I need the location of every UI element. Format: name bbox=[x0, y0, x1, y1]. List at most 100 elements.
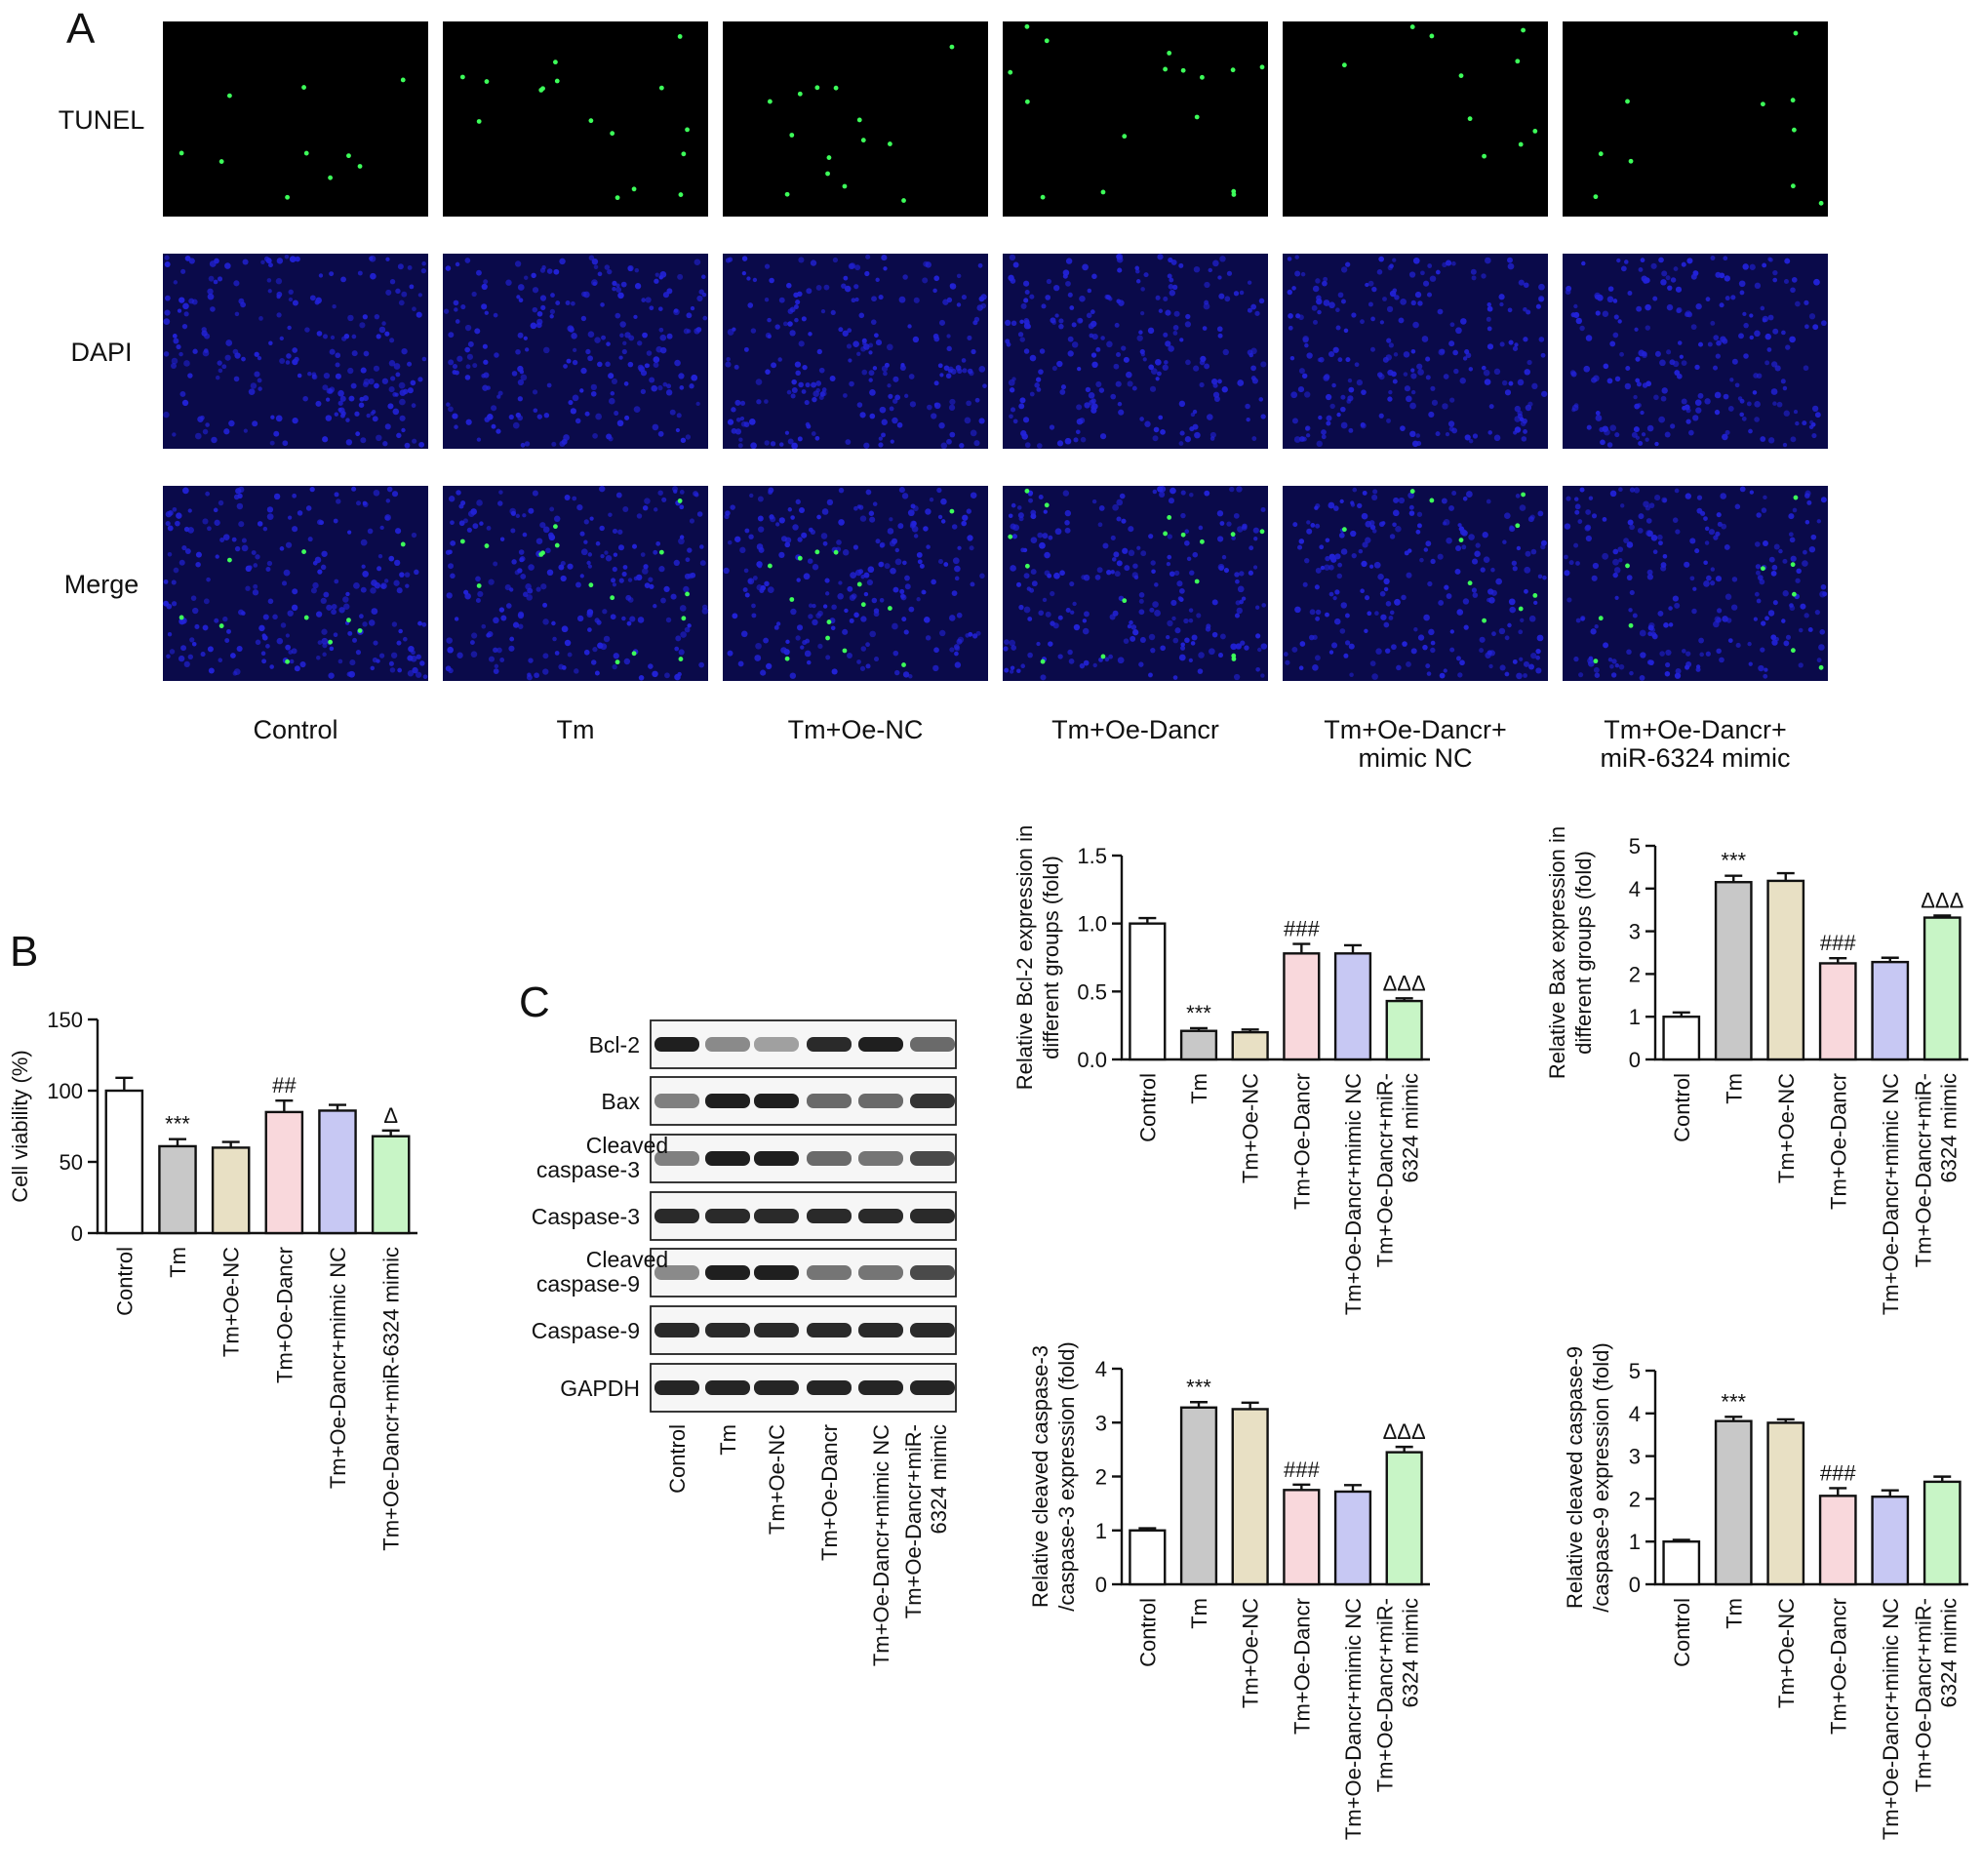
blot-band bbox=[807, 1151, 852, 1166]
bar bbox=[1818, 1495, 1857, 1586]
bar bbox=[1333, 1490, 1372, 1586]
chart-bax: 0 1 2 3 4 5 Relative Bax expression in differen… bbox=[1545, 826, 1968, 1315]
bar bbox=[1231, 1408, 1269, 1586]
bar bbox=[1714, 881, 1753, 1061]
y-tick-label: 4 bbox=[1629, 1402, 1641, 1426]
significance-label: ### bbox=[1820, 1460, 1856, 1485]
group-label: Tm bbox=[557, 715, 595, 744]
blot-band bbox=[705, 1323, 750, 1337]
y-tick-label: 0.5 bbox=[1077, 979, 1107, 1004]
y-tick-label: 50 bbox=[59, 1150, 83, 1175]
panel-letter-b: B bbox=[10, 928, 38, 976]
category-label: Tm+Oe-NC bbox=[1239, 1073, 1263, 1183]
category-label: Tm+Oe-Dancr bbox=[1289, 1073, 1314, 1210]
category-label: Control bbox=[1670, 1598, 1694, 1667]
panel-letter-c: C bbox=[519, 978, 550, 1026]
y-tick-label: 2 bbox=[1629, 962, 1641, 986]
bar bbox=[1662, 1015, 1701, 1061]
micrograph-merge-6 bbox=[1563, 486, 1828, 681]
category-label: 6324 mimic bbox=[1936, 1598, 1961, 1707]
category-label: Tm bbox=[1187, 1598, 1211, 1629]
significance-label: ΔΔΔ bbox=[1921, 888, 1963, 912]
blot-label: caspase-3 bbox=[536, 1157, 640, 1182]
bar bbox=[1333, 952, 1372, 1061]
bar bbox=[1129, 922, 1167, 1061]
y-tick-label: 3 bbox=[1629, 920, 1641, 944]
micrograph-dapi-5 bbox=[1283, 254, 1548, 449]
blot-band bbox=[705, 1209, 750, 1223]
y-tick-label: 5 bbox=[1629, 834, 1641, 858]
blot-strip-bax bbox=[650, 1076, 957, 1126]
micrograph-tunel-4 bbox=[1003, 21, 1268, 217]
y-tick-label: 1 bbox=[1629, 1530, 1641, 1554]
category-label: Tm+Oe-Dancr+miR- bbox=[1911, 1598, 1935, 1792]
blot-band bbox=[754, 1209, 799, 1223]
lane-label: 6324 mimic bbox=[927, 1424, 951, 1534]
category-label: Tm+Oe-Dancr+mimic NC bbox=[1879, 1073, 1903, 1315]
blot-band bbox=[654, 1209, 699, 1223]
significance-label: ### bbox=[1820, 931, 1856, 955]
bar bbox=[1283, 1489, 1321, 1586]
blot-strip-caspase-3 bbox=[650, 1191, 957, 1241]
bar bbox=[1818, 962, 1857, 1061]
blot-label: Cleaved bbox=[586, 1247, 668, 1272]
blot-band bbox=[705, 1037, 750, 1052]
blot-band bbox=[807, 1209, 852, 1223]
bar bbox=[1923, 916, 1962, 1061]
blot-label: Bcl-2 bbox=[589, 1032, 640, 1058]
significance-label: *** bbox=[1721, 849, 1746, 873]
blot-strip-caspase-9 bbox=[650, 1305, 957, 1355]
blot-band bbox=[910, 1265, 955, 1280]
category-label: Tm+Oe-NC bbox=[1774, 1073, 1799, 1183]
bar bbox=[1179, 1029, 1218, 1061]
y-axis-label: different groups (fold) bbox=[1039, 856, 1063, 1059]
y-tick-label: 100 bbox=[47, 1079, 83, 1103]
blot-band bbox=[858, 1094, 903, 1108]
microscopy-panel: TUNEL DAPI Merge Control Tm Tm+Oe-NC Tm+Oe-Dan… bbox=[59, 21, 1828, 773]
category-label: Tm bbox=[1722, 1598, 1746, 1629]
bar bbox=[1766, 1421, 1805, 1586]
category-label: Tm+Oe-Dancr bbox=[1826, 1598, 1850, 1735]
micrograph-dapi-2 bbox=[443, 254, 708, 449]
category-label: Tm+Oe-Dancr bbox=[1289, 1598, 1314, 1735]
micrograph-merge-5 bbox=[1283, 486, 1548, 681]
row-label-tunel: TUNEL bbox=[59, 105, 145, 135]
row-label-dapi: DAPI bbox=[70, 338, 132, 367]
bar bbox=[1714, 1419, 1753, 1586]
micrograph-merge-3 bbox=[723, 486, 988, 681]
lane-label: Tm bbox=[716, 1424, 740, 1456]
y-axis-label: /caspase-3 expression (fold) bbox=[1054, 1341, 1079, 1611]
blot-band bbox=[910, 1037, 955, 1052]
blot-band bbox=[654, 1151, 699, 1166]
y-tick-label: 5 bbox=[1629, 1359, 1641, 1383]
significance-label: *** bbox=[165, 1112, 190, 1137]
bar bbox=[1923, 1480, 1962, 1586]
group-label: Tm+Oe-Dancr bbox=[1051, 715, 1219, 744]
group-label: Control bbox=[253, 715, 337, 744]
blot-strip-gapdh bbox=[650, 1363, 957, 1413]
blot-band bbox=[754, 1037, 799, 1052]
y-tick-label: 0.0 bbox=[1077, 1048, 1107, 1072]
category-label: Tm+Oe-Dancr bbox=[272, 1247, 297, 1383]
blot-band bbox=[754, 1265, 799, 1280]
blot-label: caspase-9 bbox=[536, 1271, 640, 1297]
blot-band bbox=[910, 1094, 955, 1108]
micrograph-dapi-1 bbox=[163, 254, 428, 449]
chart-cc9: 0 1 2 3 4 5 Relative cleaved caspase-9/caspase… bbox=[1563, 1342, 1968, 1840]
category-label: Control bbox=[1670, 1073, 1694, 1142]
category-label: Tm+Oe-NC bbox=[1774, 1598, 1799, 1708]
blot-band bbox=[654, 1037, 699, 1052]
bar bbox=[158, 1144, 197, 1235]
category-label: Tm+Oe-NC bbox=[219, 1247, 244, 1357]
lane-label: Tm+Oe-Dancr+mimic NC bbox=[869, 1424, 893, 1666]
y-tick-label: 1.5 bbox=[1077, 844, 1107, 868]
y-axis-label: different groups (fold) bbox=[1571, 851, 1596, 1055]
blot-band bbox=[858, 1265, 903, 1280]
category-label: Tm+Oe-Dancr+miR- bbox=[1373, 1598, 1398, 1792]
category-label: Tm+Oe-NC bbox=[1239, 1598, 1263, 1708]
category-label: Tm+Oe-Dancr+mimic NC bbox=[1341, 1598, 1366, 1840]
category-label: Tm+Oe-Dancr bbox=[1826, 1073, 1850, 1210]
micrograph-merge-2 bbox=[443, 485, 709, 681]
category-label: Tm+Oe-Dancr+mimic NC bbox=[1341, 1073, 1366, 1315]
category-label: Tm+Oe-Dancr+mimic NC bbox=[1879, 1598, 1903, 1840]
